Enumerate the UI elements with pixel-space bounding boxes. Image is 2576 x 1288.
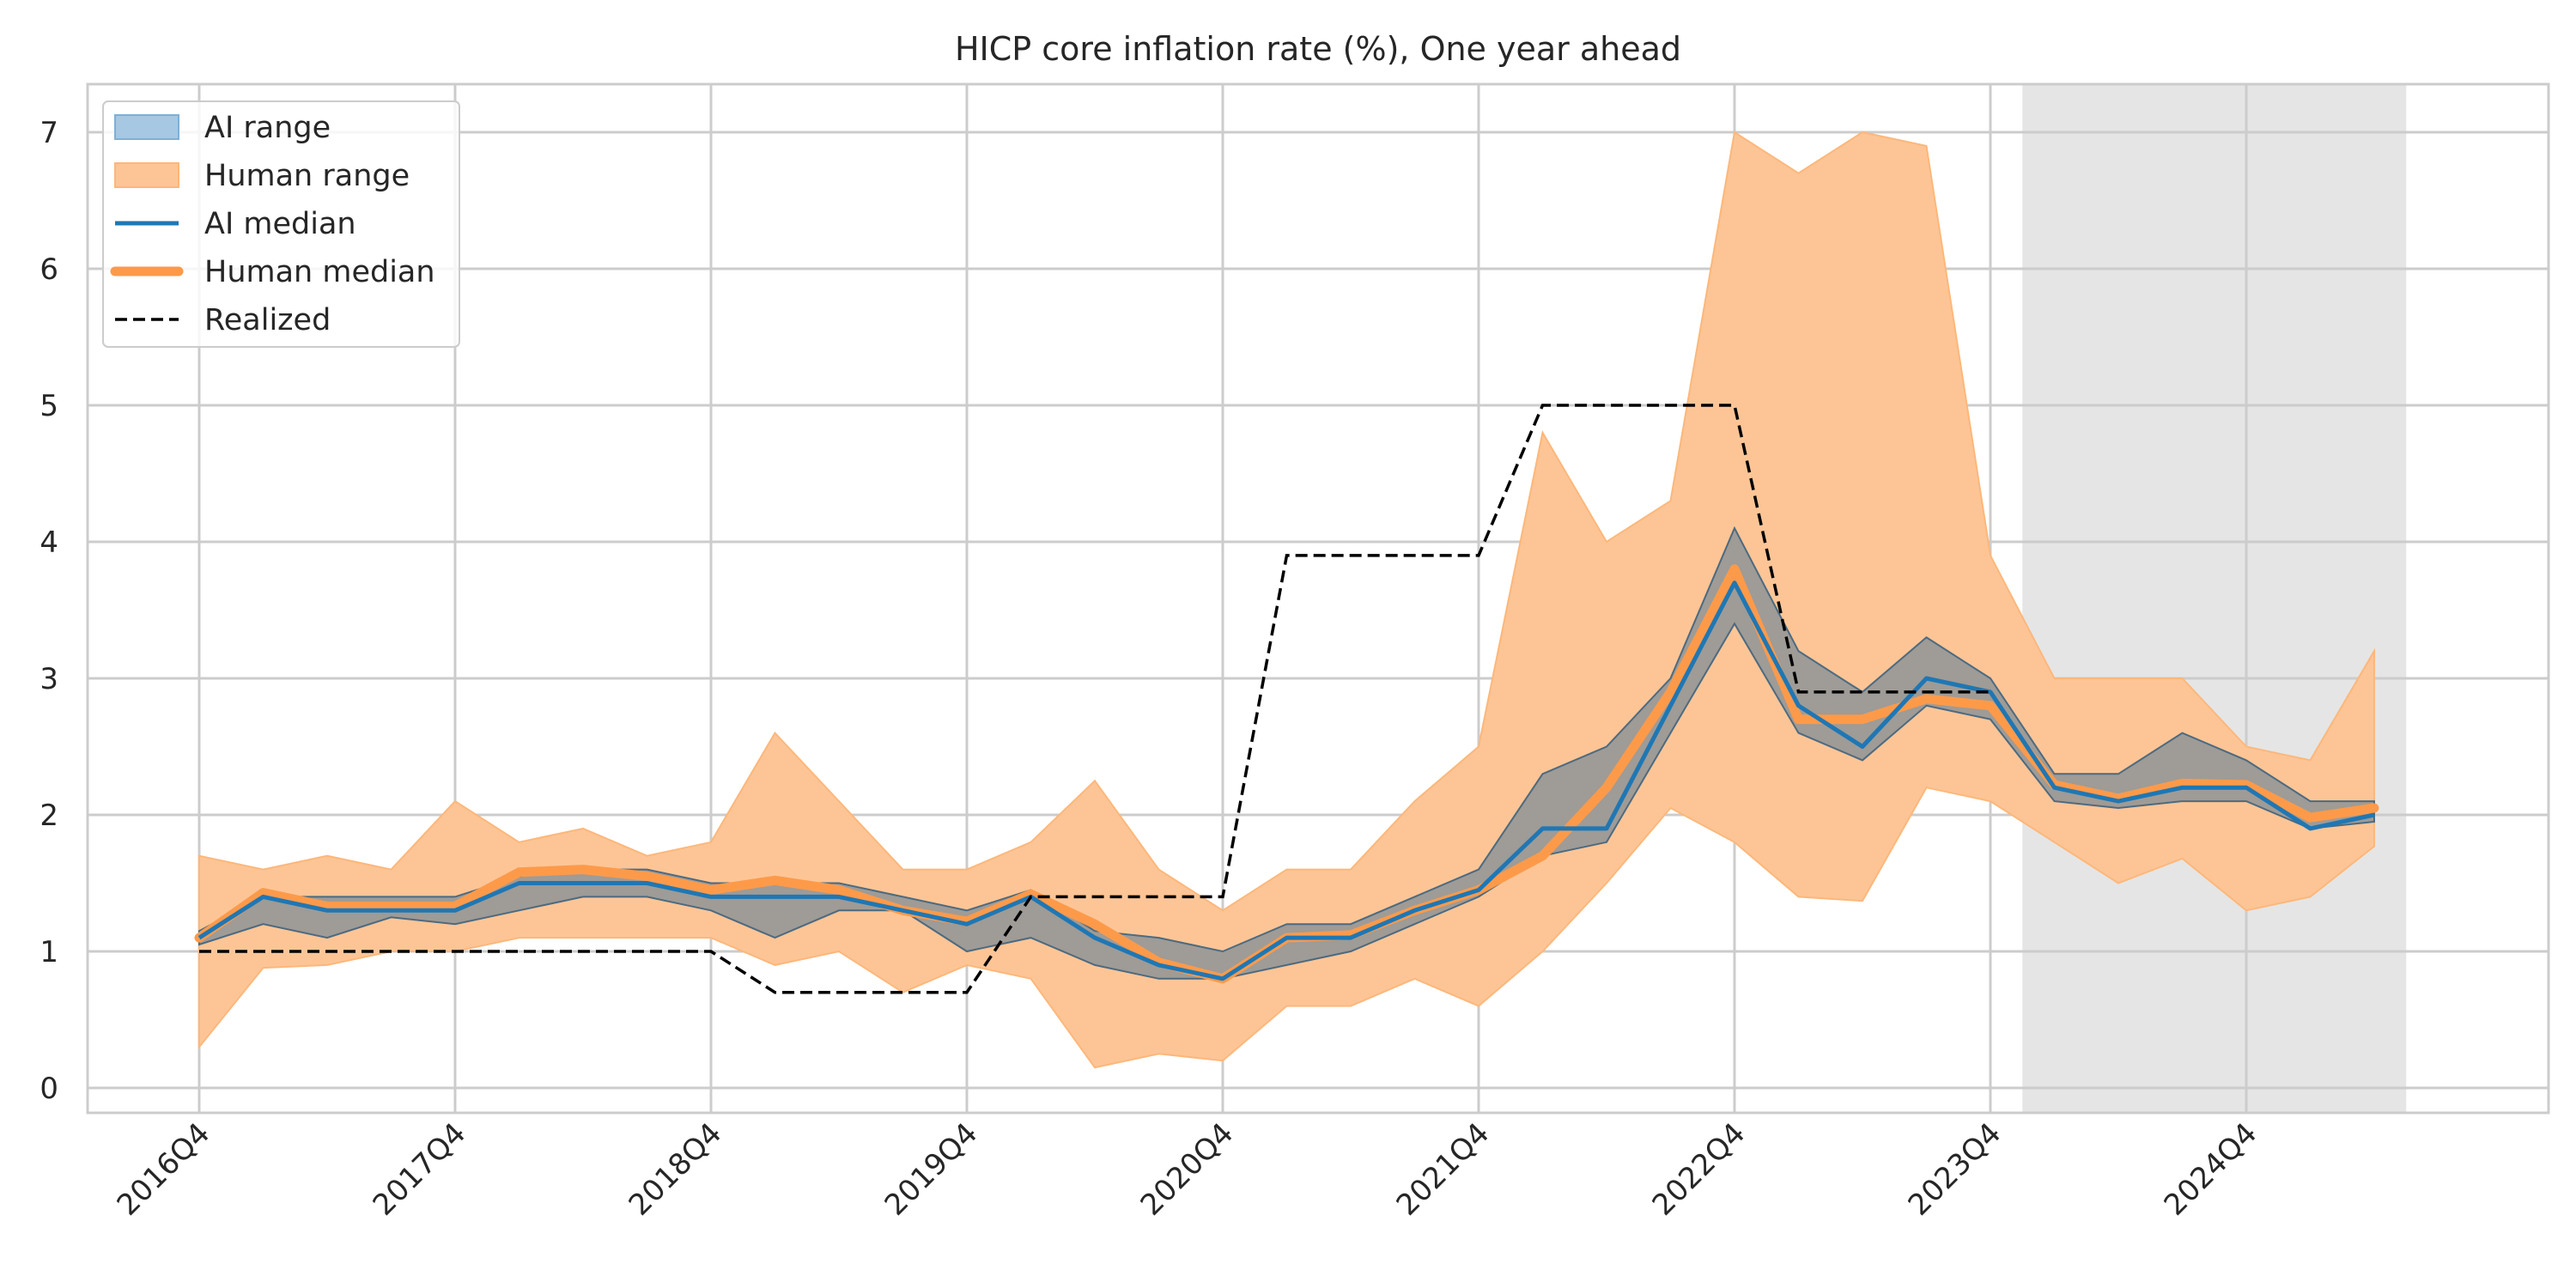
y-axis-ticks: 0 1 2 3 4 5 6 7 xyxy=(39,116,58,1106)
y-tick-label-3: 3 xyxy=(39,662,58,696)
realized-line xyxy=(199,404,1990,994)
series-lines xyxy=(194,404,2379,994)
y-tick-label-1: 1 xyxy=(39,935,58,969)
y-tick-label-4: 4 xyxy=(39,526,58,560)
legend: AI range Human range AI median Human median… xyxy=(102,100,460,348)
legend-swatch-ai-range xyxy=(114,114,179,140)
legend-label-ai-range: AI range xyxy=(204,111,331,145)
legend-box xyxy=(102,100,460,348)
y-tick-label-2: 2 xyxy=(39,799,58,833)
plot-frame xyxy=(86,82,2550,1115)
range-bands xyxy=(198,131,2375,1069)
y-tick-label-5: 5 xyxy=(39,389,58,423)
shaded-region-rect xyxy=(2022,84,2407,1113)
legend-label-human-median: Human median xyxy=(204,255,435,289)
y-tick-label-0: 0 xyxy=(39,1072,58,1106)
human-range-band xyxy=(198,131,2375,1069)
legend-label-ai-median: AI median xyxy=(204,207,356,241)
ai-range-band xyxy=(198,526,2375,980)
y-tick-label-7: 7 xyxy=(39,116,58,150)
legend-label-realized: Realized xyxy=(204,303,331,337)
chart-title: HICP core inflation rate (%), One year a… xyxy=(955,30,1681,68)
forecast-shaded-region xyxy=(2022,84,2407,1113)
legend-label-human-range: Human range xyxy=(204,159,410,193)
ai-median-line xyxy=(197,580,2375,981)
legend-swatch-human-range xyxy=(114,162,179,188)
y-tick-label-6: 6 xyxy=(39,252,58,287)
